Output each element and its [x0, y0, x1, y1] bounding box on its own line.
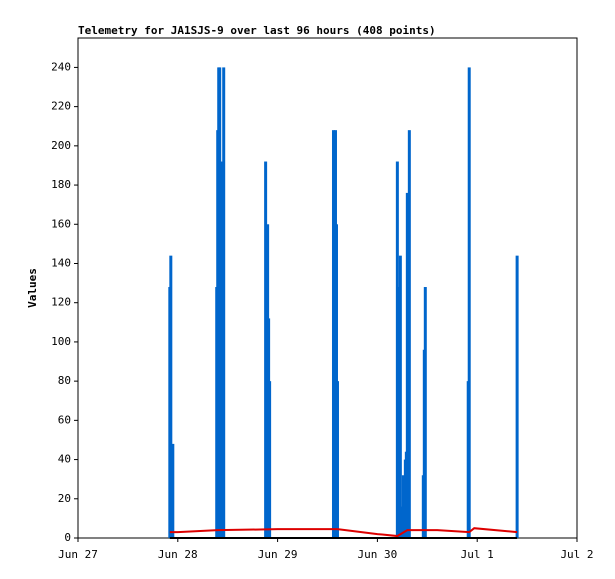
y-axis-label: Values [26, 268, 39, 308]
y-tick-label: 160 [51, 217, 71, 230]
y-tick-label: 80 [58, 374, 71, 387]
y-tick-label: 120 [51, 296, 71, 309]
stem [171, 443, 175, 538]
stem [264, 161, 268, 538]
stem [222, 67, 226, 538]
stem [401, 475, 405, 538]
y-tick-label: 140 [51, 256, 71, 269]
y-tick-label: 220 [51, 100, 71, 113]
x-tick-label: Jul 2 [560, 548, 593, 561]
stem [220, 161, 224, 538]
y-tick-label: 20 [58, 492, 71, 505]
line [169, 527, 518, 538]
y-tick-label: 60 [58, 413, 71, 426]
stem [515, 255, 519, 538]
chart-title: Telemetry for JA1SJS-9 over last 96 hour… [78, 24, 436, 37]
stem [331, 130, 335, 538]
stem [395, 161, 399, 538]
x-tick-label: Jun 29 [258, 548, 298, 561]
stem [169, 255, 173, 538]
y-tick-label: 40 [58, 453, 71, 466]
stem [407, 130, 411, 538]
stem [268, 381, 272, 538]
stem [335, 381, 339, 538]
y-tick-label: 100 [51, 335, 71, 348]
stem [423, 287, 427, 538]
y-tick-label: 180 [51, 178, 71, 191]
y-tick-label: 200 [51, 139, 71, 152]
stem [405, 192, 409, 538]
x-tick-label: Jun 27 [58, 548, 98, 561]
y-tick-label: 0 [64, 531, 71, 544]
x-tick-label: Jun 28 [158, 548, 198, 561]
y-tick-label: 240 [51, 60, 71, 73]
stem [467, 67, 471, 538]
x-tick-label: Jun 30 [358, 548, 398, 561]
stem [398, 255, 402, 538]
plot-frame [77, 37, 578, 539]
x-tick-label: Jul 1 [461, 548, 494, 561]
